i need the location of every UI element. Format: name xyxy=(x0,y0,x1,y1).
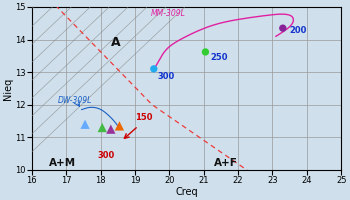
Point xyxy=(99,126,105,129)
Text: A: A xyxy=(111,36,120,49)
Text: 150: 150 xyxy=(135,113,152,122)
Text: 300: 300 xyxy=(97,151,114,160)
Text: 250: 250 xyxy=(211,53,228,62)
Point xyxy=(151,67,157,70)
X-axis label: Creq: Creq xyxy=(175,187,198,197)
Text: A+F: A+F xyxy=(214,158,238,168)
Point xyxy=(203,50,208,54)
Text: 200: 200 xyxy=(289,26,306,35)
Point xyxy=(117,124,122,128)
Point xyxy=(280,27,286,30)
Text: MM-309L: MM-309L xyxy=(150,9,185,18)
Text: DW-309L: DW-309L xyxy=(57,96,92,105)
Text: A+M: A+M xyxy=(49,158,76,168)
Point xyxy=(82,123,88,126)
Y-axis label: Nieq: Nieq xyxy=(4,77,13,100)
Point xyxy=(108,128,114,131)
Text: 300: 300 xyxy=(157,72,175,81)
